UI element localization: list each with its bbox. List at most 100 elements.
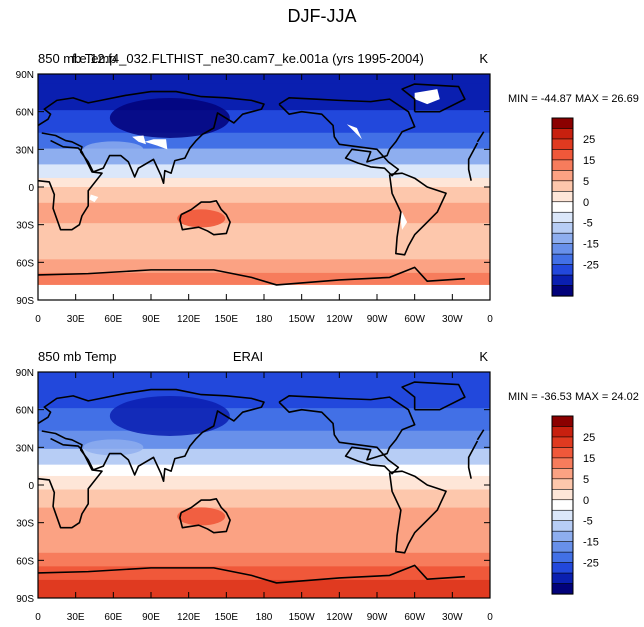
- colorbar-tick-label: 5: [583, 474, 589, 486]
- colorbar-swatch: [551, 138, 574, 151]
- lat-tick-label: 30S: [16, 221, 34, 232]
- lon-tick-label: 60E: [104, 612, 122, 623]
- colorbar-tick-label: -5: [583, 218, 593, 230]
- colorbar-swatch: [551, 509, 574, 522]
- colorbar-tick-label: -15: [583, 537, 599, 549]
- map-panel-2: [37, 371, 491, 599]
- lon-tick-label: 90W: [367, 314, 388, 325]
- lat-tick-label: 30N: [16, 145, 34, 156]
- lon-tick-label: 180: [256, 314, 273, 325]
- lon-tick-label: 120W: [326, 314, 353, 325]
- lon-tick-label: 0: [35, 612, 41, 623]
- colorbar-tick-label: 0: [583, 197, 589, 209]
- lon-tick-label: 30E: [67, 612, 85, 623]
- lat-tick-label: 0: [28, 183, 34, 194]
- lon-tick-label: 120W: [326, 612, 353, 623]
- colorbar-swatch: [551, 436, 574, 449]
- colorbar-tick-label: -25: [583, 260, 599, 272]
- lon-tick-label: 90E: [142, 314, 160, 325]
- lat-tick-label: 90S: [16, 594, 34, 605]
- lon-tick-label: 60W: [404, 612, 425, 623]
- panel-center-label: ERAI: [233, 349, 263, 364]
- min-max-label: MIN = -44.87 MAX = 26.69: [508, 93, 639, 105]
- coastline: [38, 266, 465, 286]
- temperature-band: [38, 448, 490, 466]
- panel-units-label: K: [479, 51, 488, 66]
- colorbar-tick-label: 0: [583, 495, 589, 507]
- colorbar-tick-label: -15: [583, 239, 599, 251]
- colorbar-swatch: [551, 117, 574, 130]
- panel-center-label: f.e.12.f4_032.FLTHIST_ne30.cam7_ke.001a …: [72, 51, 424, 66]
- colorbar-swatch: [551, 128, 574, 140]
- colorbar-swatch: [551, 415, 574, 428]
- coastline: [38, 90, 485, 185]
- coastline: [38, 388, 485, 483]
- lat-tick-label: 0: [28, 481, 34, 492]
- colorbar-swatch: [551, 468, 574, 480]
- colorbar-swatch: [551, 201, 574, 213]
- colorbar-tick-label: -25: [583, 558, 599, 570]
- lat-tick-label: 90N: [16, 368, 34, 379]
- lat-tick-label: 60N: [16, 406, 34, 417]
- temperature-band: [38, 408, 490, 432]
- colorbar-swatch: [551, 499, 574, 511]
- coastline: [278, 395, 416, 475]
- temperature-band: [38, 241, 490, 260]
- lon-tick-label: 150W: [289, 314, 316, 325]
- temperature-band: [38, 430, 490, 450]
- warm-patch: [177, 209, 226, 228]
- temperature-band: [38, 464, 490, 477]
- lon-tick-label: 120E: [177, 612, 201, 623]
- temperature-band: [38, 164, 490, 179]
- colorbar-swatch: [551, 243, 574, 255]
- coastline: [278, 97, 416, 177]
- colorbar-swatch: [551, 285, 574, 297]
- lat-tick-label: 90N: [16, 70, 34, 81]
- lon-tick-label: 0: [487, 612, 493, 623]
- lon-tick-label: 180: [256, 612, 273, 623]
- colorbar-tick-label: 15: [583, 155, 595, 167]
- temperature-band: [38, 507, 490, 531]
- colorbar-swatch: [551, 551, 574, 564]
- colorbar-tick-label: 25: [583, 134, 595, 146]
- coastline: [179, 200, 231, 236]
- temperature-band: [38, 110, 490, 134]
- lat-tick-label: 60S: [16, 556, 34, 567]
- colorbar-swatch: [551, 222, 574, 234]
- lon-tick-label: 30W: [442, 314, 463, 325]
- temperature-band: [38, 530, 490, 554]
- coastline: [401, 381, 466, 411]
- coastline: [388, 172, 447, 256]
- panel-units-label: K: [479, 349, 488, 364]
- colorbar-swatch: [551, 530, 574, 543]
- lat-tick-label: 60N: [16, 108, 34, 119]
- cool-patch: [83, 141, 144, 158]
- lat-tick-label: 90S: [16, 296, 34, 307]
- missing-data-area: [144, 139, 168, 150]
- temperature-band: [38, 177, 490, 188]
- lon-tick-label: 60W: [404, 314, 425, 325]
- lon-tick-label: 90E: [142, 612, 160, 623]
- lat-tick-label: 30S: [16, 519, 34, 530]
- colorbar-swatch: [551, 149, 574, 161]
- coastline: [388, 470, 447, 554]
- coastline: [38, 564, 465, 584]
- colorbar-swatch: [551, 190, 574, 203]
- colorbar-swatch: [551, 541, 574, 553]
- colorbar-swatch: [551, 488, 574, 501]
- temperature-band: [38, 475, 490, 491]
- colorbar-swatch: [551, 274, 574, 287]
- lon-tick-label: 150W: [289, 612, 316, 623]
- colorbar-tick-label: 15: [583, 453, 595, 465]
- map-panel-1: [37, 73, 491, 301]
- lon-tick-label: 0: [487, 314, 493, 325]
- colorbar-swatch: [551, 572, 574, 585]
- coastline: [401, 83, 466, 113]
- colorbar: [551, 415, 574, 595]
- colorbar-swatch: [551, 211, 574, 224]
- temperature-band: [38, 187, 490, 204]
- colorbar-swatch: [551, 457, 574, 469]
- temperature-band: [38, 489, 490, 509]
- lon-tick-label: 90W: [367, 612, 388, 623]
- colorbar-swatch: [551, 159, 574, 171]
